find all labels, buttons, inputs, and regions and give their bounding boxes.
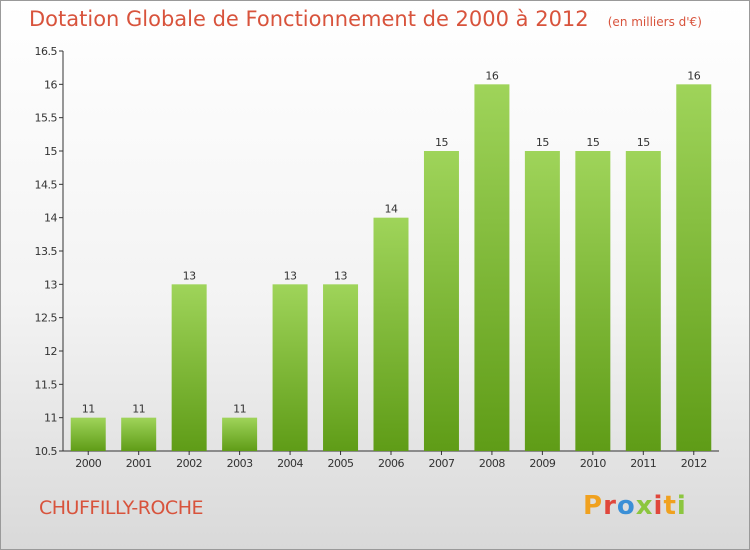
x-tick-label: 2012: [681, 457, 707, 470]
chart-subtitle: (en milliers d'€): [607, 15, 702, 29]
labels-layer: 2000 11 2001 11 2002 13 2003 11 2004 13 2005 13 2006…: [75, 69, 707, 470]
data-label: 13: [284, 269, 297, 282]
logo-letter: t: [663, 491, 677, 521]
x-tick-label: 2002: [176, 457, 202, 470]
bar: [121, 417, 157, 451]
bar: [625, 151, 661, 451]
data-label: 14: [385, 203, 398, 216]
bar: [272, 284, 308, 451]
x-tick-label: 2009: [529, 457, 555, 470]
logo-letter: P: [583, 491, 604, 521]
data-label: 11: [233, 403, 246, 416]
x-tick-label: 2007: [428, 457, 454, 470]
bar: [423, 151, 459, 451]
logo-letter: r: [603, 491, 617, 521]
logo-letter: x: [635, 491, 654, 521]
bar: [524, 151, 560, 451]
bar: [575, 151, 611, 451]
y-tick-label: 15.5: [35, 112, 58, 125]
x-tick-label: 2006: [378, 457, 404, 470]
data-label: 15: [637, 136, 650, 149]
bar: [474, 84, 510, 451]
bars-layer: [70, 84, 712, 451]
x-tick-label: 2001: [126, 457, 152, 470]
y-tick-label: 12.5: [35, 312, 58, 325]
bar: [323, 284, 359, 451]
y-tick-label: 13.5: [35, 245, 58, 258]
bar: [70, 417, 106, 451]
y-tick-label: 11: [44, 412, 57, 425]
data-label: 11: [132, 403, 145, 416]
y-tick-label: 12: [44, 345, 57, 358]
y-tick-label: 16: [44, 78, 57, 91]
x-tick-label: 2004: [277, 457, 303, 470]
data-label: 11: [82, 403, 95, 416]
axes-layer: 10.5 11 11.5 12 12.5 13 13.5 14 14.5 15 15.5 16 16.5: [35, 45, 719, 458]
x-tick-label: 2003: [227, 457, 253, 470]
data-label: 16: [687, 69, 700, 82]
x-tick-label: 2010: [580, 457, 606, 470]
x-tick-label: 2011: [630, 457, 656, 470]
logo-letter: i: [653, 491, 664, 521]
chart-title: Dotation Globale de Fonctionnement de 20…: [29, 7, 589, 31]
y-tick-label: 10.5: [35, 445, 58, 458]
y-tick-label: 15: [44, 145, 57, 158]
x-tick-label: 2000: [75, 457, 101, 470]
commune-name: CHUFFILLY-ROCHE: [39, 497, 204, 519]
data-label: 15: [586, 136, 599, 149]
data-label: 15: [435, 136, 448, 149]
data-label: 15: [536, 136, 549, 149]
x-tick-label: 2008: [479, 457, 505, 470]
data-label: 16: [485, 69, 498, 82]
logo-letter: o: [616, 491, 636, 521]
proxiti-logo[interactable]: Proxiti: [583, 491, 687, 521]
title-row: Dotation Globale de Fonctionnement de 20…: [29, 7, 702, 31]
y-tick-label: 14.5: [35, 178, 58, 191]
bar: [676, 84, 712, 451]
data-label: 13: [334, 269, 347, 282]
logo-letter: i: [676, 491, 687, 521]
y-tick-label: 14: [44, 212, 57, 225]
bar: [373, 217, 409, 451]
y-tick-label: 16.5: [35, 45, 58, 58]
x-tick-label: 2005: [328, 457, 354, 470]
data-label: 13: [183, 269, 196, 282]
y-tick-label: 11.5: [35, 378, 58, 391]
y-tick-label: 13: [44, 278, 57, 291]
bar: [171, 284, 207, 451]
bar: [222, 417, 258, 451]
